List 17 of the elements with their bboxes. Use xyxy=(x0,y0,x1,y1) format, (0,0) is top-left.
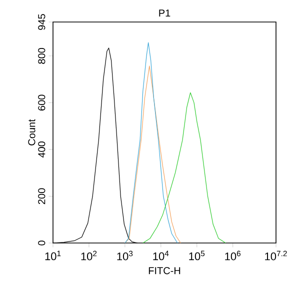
chart-title: P1 xyxy=(159,10,170,16)
x-tick-label: 10$^{5}$ xyxy=(189,250,205,260)
x-axis-title: FITC-H xyxy=(148,267,180,274)
y-tick-label: 0 xyxy=(38,240,46,246)
x-tick-label: 10$^{2}$ xyxy=(81,250,97,260)
line-series xyxy=(124,66,181,243)
y-axis-title: Count xyxy=(28,119,36,146)
y-tick-label: 600 xyxy=(38,94,46,111)
y-tick-label: 200 xyxy=(38,188,46,204)
y-tick-label: 800 xyxy=(38,48,46,64)
x-tick-label: 10$^{7.2}$ xyxy=(265,250,287,260)
x-tick-label: 10$^{4}$ xyxy=(153,250,169,260)
x-tick-label: 10$^{3}$ xyxy=(117,250,133,260)
y-tick-label: 945 xyxy=(38,14,46,30)
x-tick-label: 10$^{6}$ xyxy=(225,250,240,260)
x-tick-label: 10$^{1}$ xyxy=(45,250,61,260)
y-tick-label: 400 xyxy=(38,142,46,158)
